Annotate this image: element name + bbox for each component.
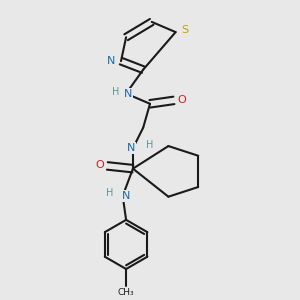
Text: N: N (107, 56, 116, 66)
Text: CH₃: CH₃ (118, 288, 134, 297)
Text: H: H (146, 140, 153, 150)
Text: N: N (124, 88, 132, 99)
Text: O: O (177, 95, 186, 105)
Text: H: H (106, 188, 113, 198)
Text: S: S (182, 26, 189, 35)
Text: N: N (127, 143, 135, 153)
Text: N: N (122, 191, 130, 201)
Text: H: H (112, 87, 120, 97)
Text: O: O (95, 160, 104, 170)
